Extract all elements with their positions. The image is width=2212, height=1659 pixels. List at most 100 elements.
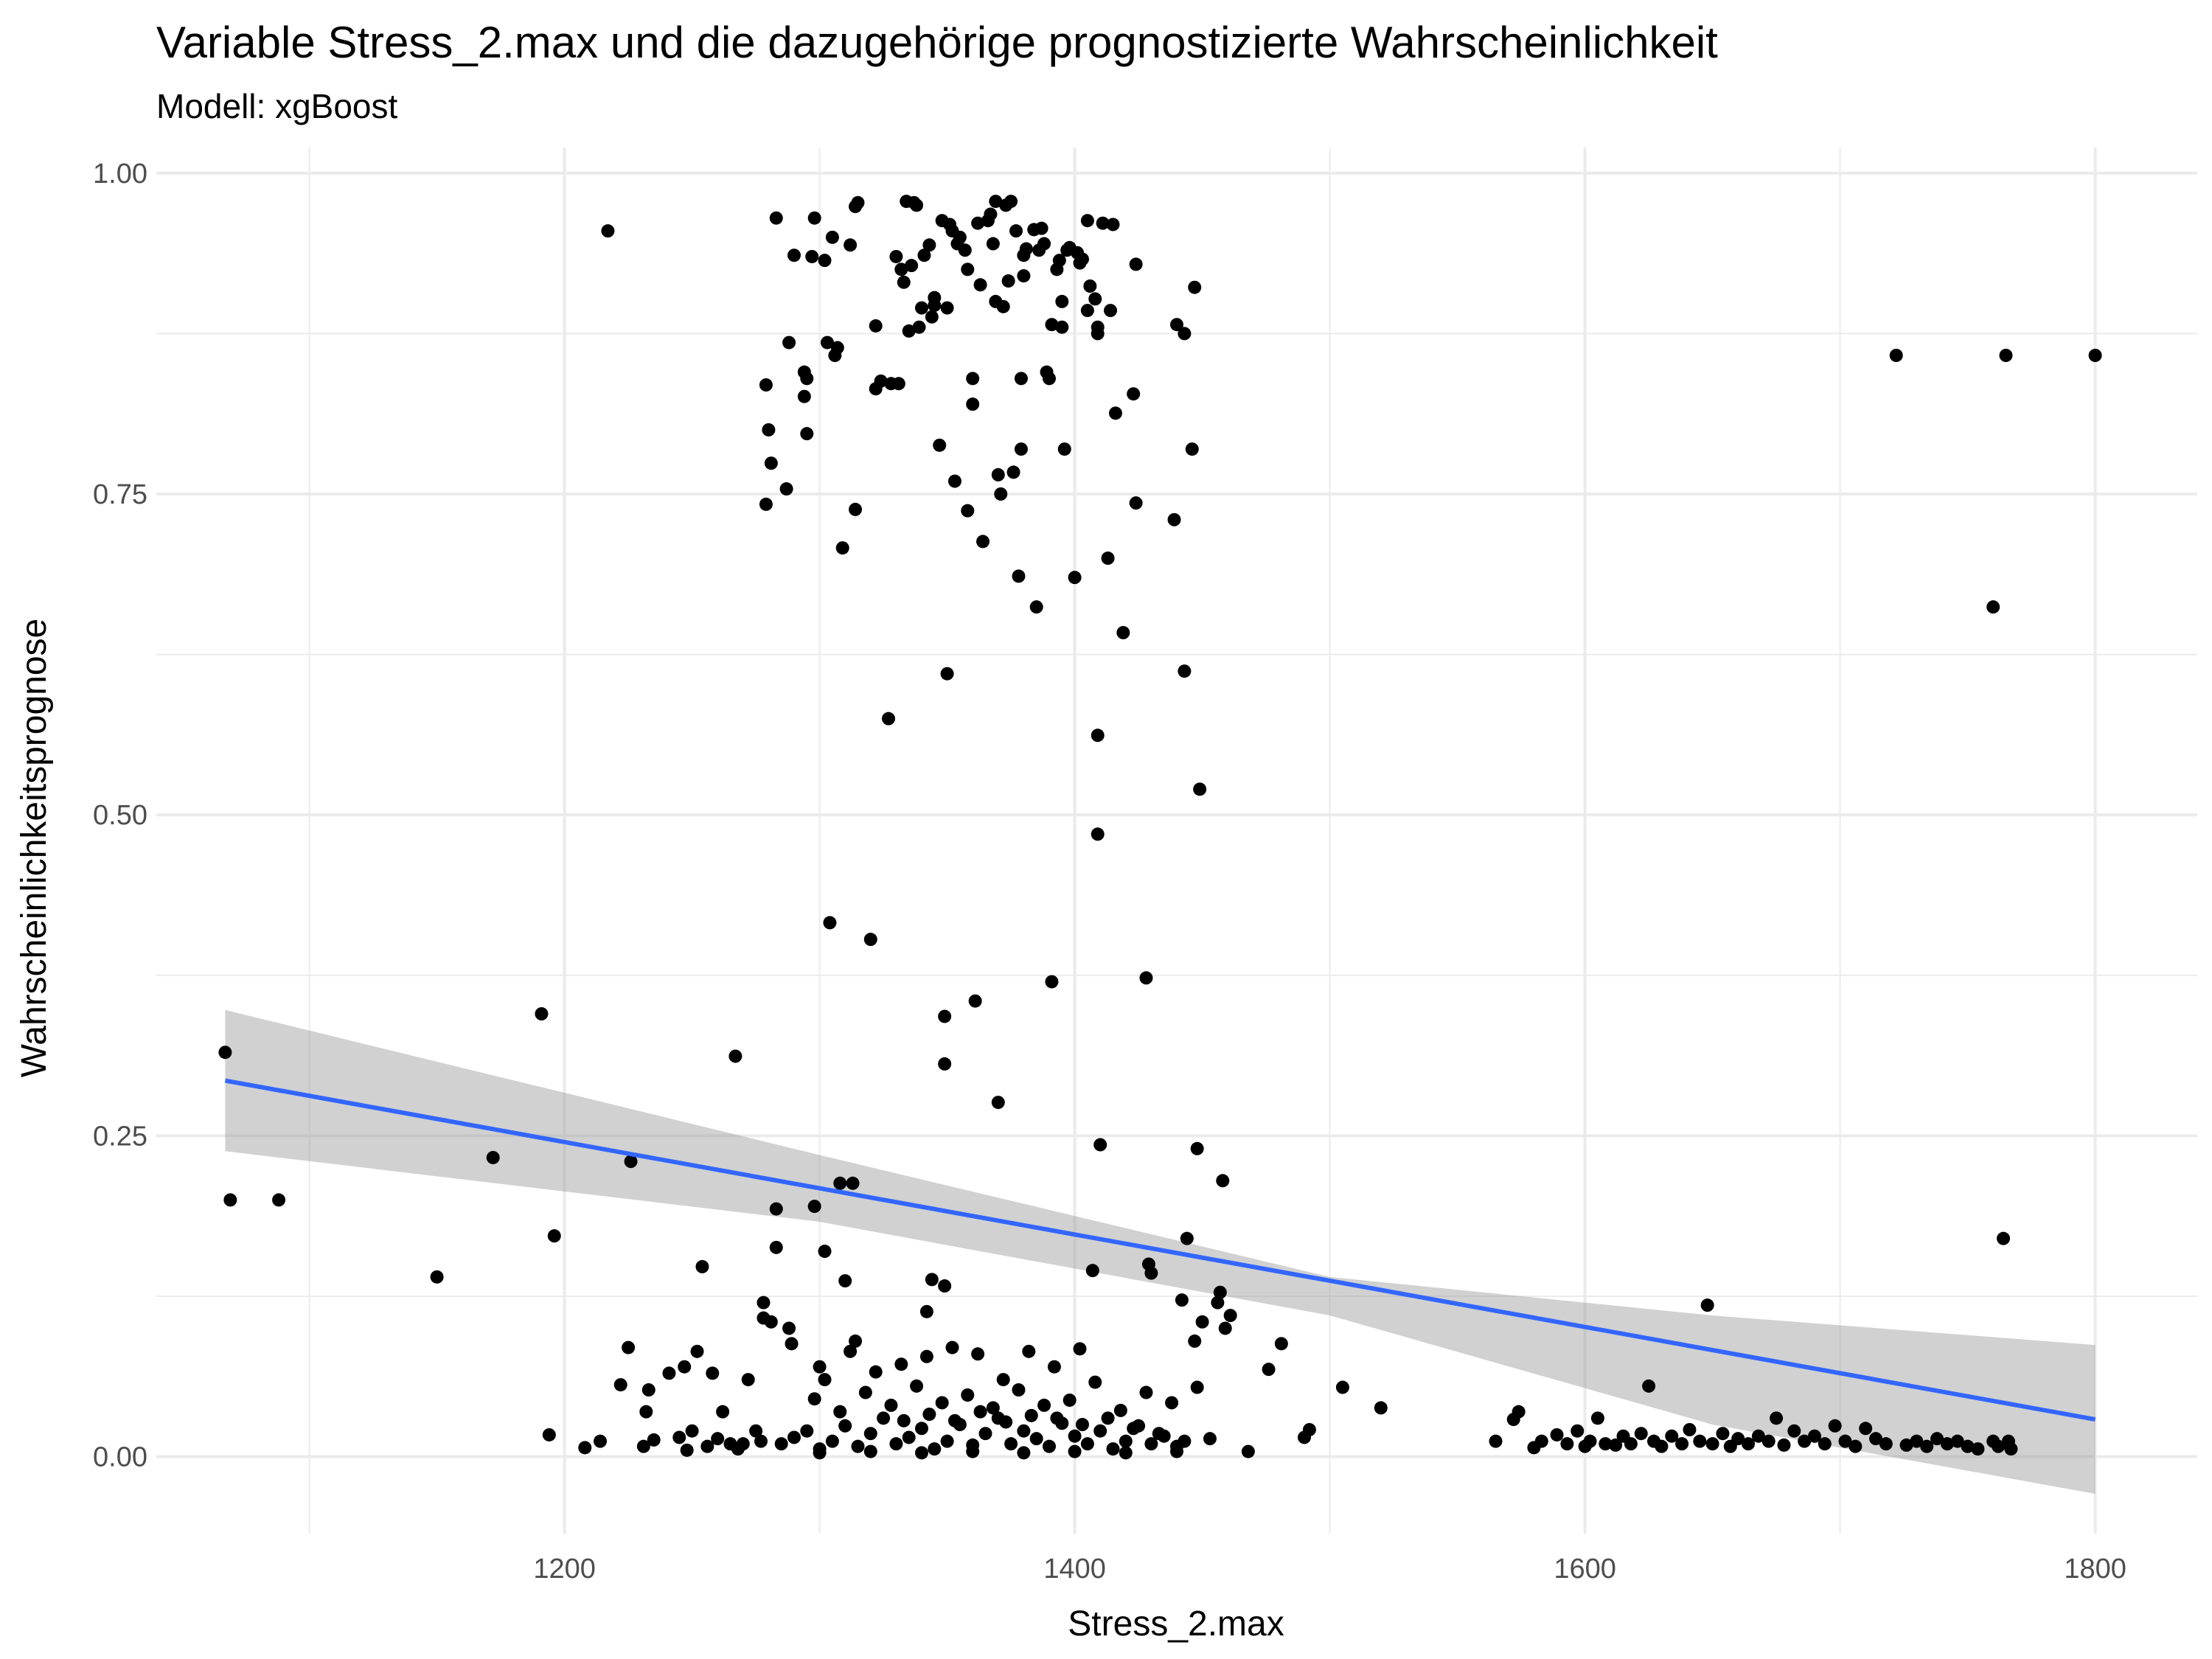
y-tick-label: 0.50: [93, 800, 147, 831]
data-point: [902, 324, 916, 338]
data-point: [759, 497, 773, 511]
tick-labels: 1200 1400 1600 1800 0.00 0.25 0.50 0.75 1.00: [93, 159, 2126, 1585]
data-point: [1043, 372, 1056, 386]
data-point: [1091, 827, 1105, 841]
data-point: [1104, 304, 1118, 318]
data-point: [680, 1443, 694, 1457]
data-point: [1029, 1432, 1043, 1446]
data-point: [986, 237, 1000, 251]
data-point: [807, 1200, 821, 1214]
data-point: [825, 230, 839, 244]
data-point: [1037, 237, 1051, 251]
data-point: [1052, 254, 1066, 268]
data-point: [1590, 1411, 1604, 1425]
data-point: [741, 1373, 755, 1387]
data-point: [272, 1193, 286, 1207]
data-point: [1096, 216, 1110, 230]
data-point: [1165, 1396, 1179, 1410]
data-point: [787, 248, 801, 262]
data-point: [1512, 1405, 1526, 1419]
data-point: [736, 1437, 750, 1451]
data-point: [925, 310, 939, 324]
data-point: [769, 211, 783, 225]
data-point: [1178, 1434, 1192, 1448]
data-point: [1190, 1380, 1204, 1394]
data-point: [922, 238, 936, 252]
data-point: [1006, 465, 1020, 479]
data-point: [769, 1240, 783, 1254]
data-point: [764, 1315, 778, 1329]
data-point: [1808, 1429, 1821, 1443]
data-point: [940, 1434, 954, 1448]
data-point: [919, 1349, 933, 1363]
data-point: [1999, 349, 2013, 362]
data-point: [1152, 1427, 1166, 1441]
x-tick-label: 1400: [1043, 1554, 1106, 1585]
data-point: [838, 1419, 852, 1433]
chart-title: Variable Stress_2.max und die dazugehöri…: [156, 18, 1718, 67]
data-point: [820, 335, 834, 349]
data-point: [1091, 728, 1105, 742]
chart-subtitle: Modell: xgBoost: [156, 87, 397, 125]
data-point: [622, 1340, 636, 1354]
data-point: [695, 1259, 709, 1273]
data-point: [757, 1295, 771, 1310]
data-point: [1675, 1437, 1689, 1451]
data-point: [915, 1446, 928, 1460]
data-point: [984, 207, 998, 221]
data-point: [672, 1430, 686, 1444]
data-point: [889, 1437, 903, 1451]
data-point: [1642, 1379, 1656, 1393]
data-point: [1050, 1411, 1064, 1425]
data-point: [1068, 571, 1082, 585]
data-point: [835, 541, 849, 555]
data-point: [601, 224, 615, 238]
data-point: [1106, 1442, 1120, 1456]
data-point: [818, 1373, 832, 1387]
data-point: [915, 301, 928, 315]
data-point: [1045, 318, 1059, 332]
data-point: [919, 1304, 933, 1318]
data-point: [922, 1408, 936, 1422]
data-point: [838, 1274, 852, 1288]
data-point: [1129, 257, 1143, 271]
data-point: [1045, 975, 1059, 989]
data-point: [1068, 1429, 1082, 1443]
data-point: [1004, 195, 1018, 209]
data-point: [218, 1046, 232, 1060]
data-point: [1203, 1432, 1217, 1446]
data-point: [989, 195, 1003, 209]
data-point: [1119, 1446, 1133, 1460]
data-point: [818, 254, 832, 268]
data-point: [1019, 242, 1033, 256]
data-point: [1374, 1401, 1388, 1415]
data-point: [938, 1009, 952, 1023]
data-point: [662, 1366, 676, 1380]
data-point: [1116, 626, 1130, 639]
data-point: [978, 1427, 992, 1441]
data-point: [1910, 1434, 1924, 1448]
data-point: [1195, 1315, 1209, 1329]
data-point: [869, 1365, 883, 1379]
data-point: [928, 291, 942, 305]
y-tick-label: 0.25: [93, 1121, 147, 1152]
data-point: [891, 377, 905, 391]
data-point: [1971, 1442, 1985, 1456]
data-point: [1848, 1439, 1863, 1453]
data-point: [578, 1441, 592, 1455]
data-point: [1178, 327, 1192, 341]
data-point: [1550, 1427, 1564, 1441]
data-point: [863, 933, 877, 947]
data-point: [996, 299, 1010, 313]
data-point: [1055, 294, 1069, 308]
data-point: [894, 262, 908, 276]
data-point: [1213, 1285, 1227, 1299]
data-point: [594, 1434, 608, 1448]
data-point: [1838, 1434, 1852, 1448]
data-point: [1004, 1437, 1018, 1451]
data-point: [1869, 1432, 1883, 1446]
data-point: [774, 1437, 788, 1451]
data-point: [1798, 1434, 1812, 1448]
data-point: [1302, 1423, 1316, 1436]
data-point: [1080, 304, 1094, 318]
